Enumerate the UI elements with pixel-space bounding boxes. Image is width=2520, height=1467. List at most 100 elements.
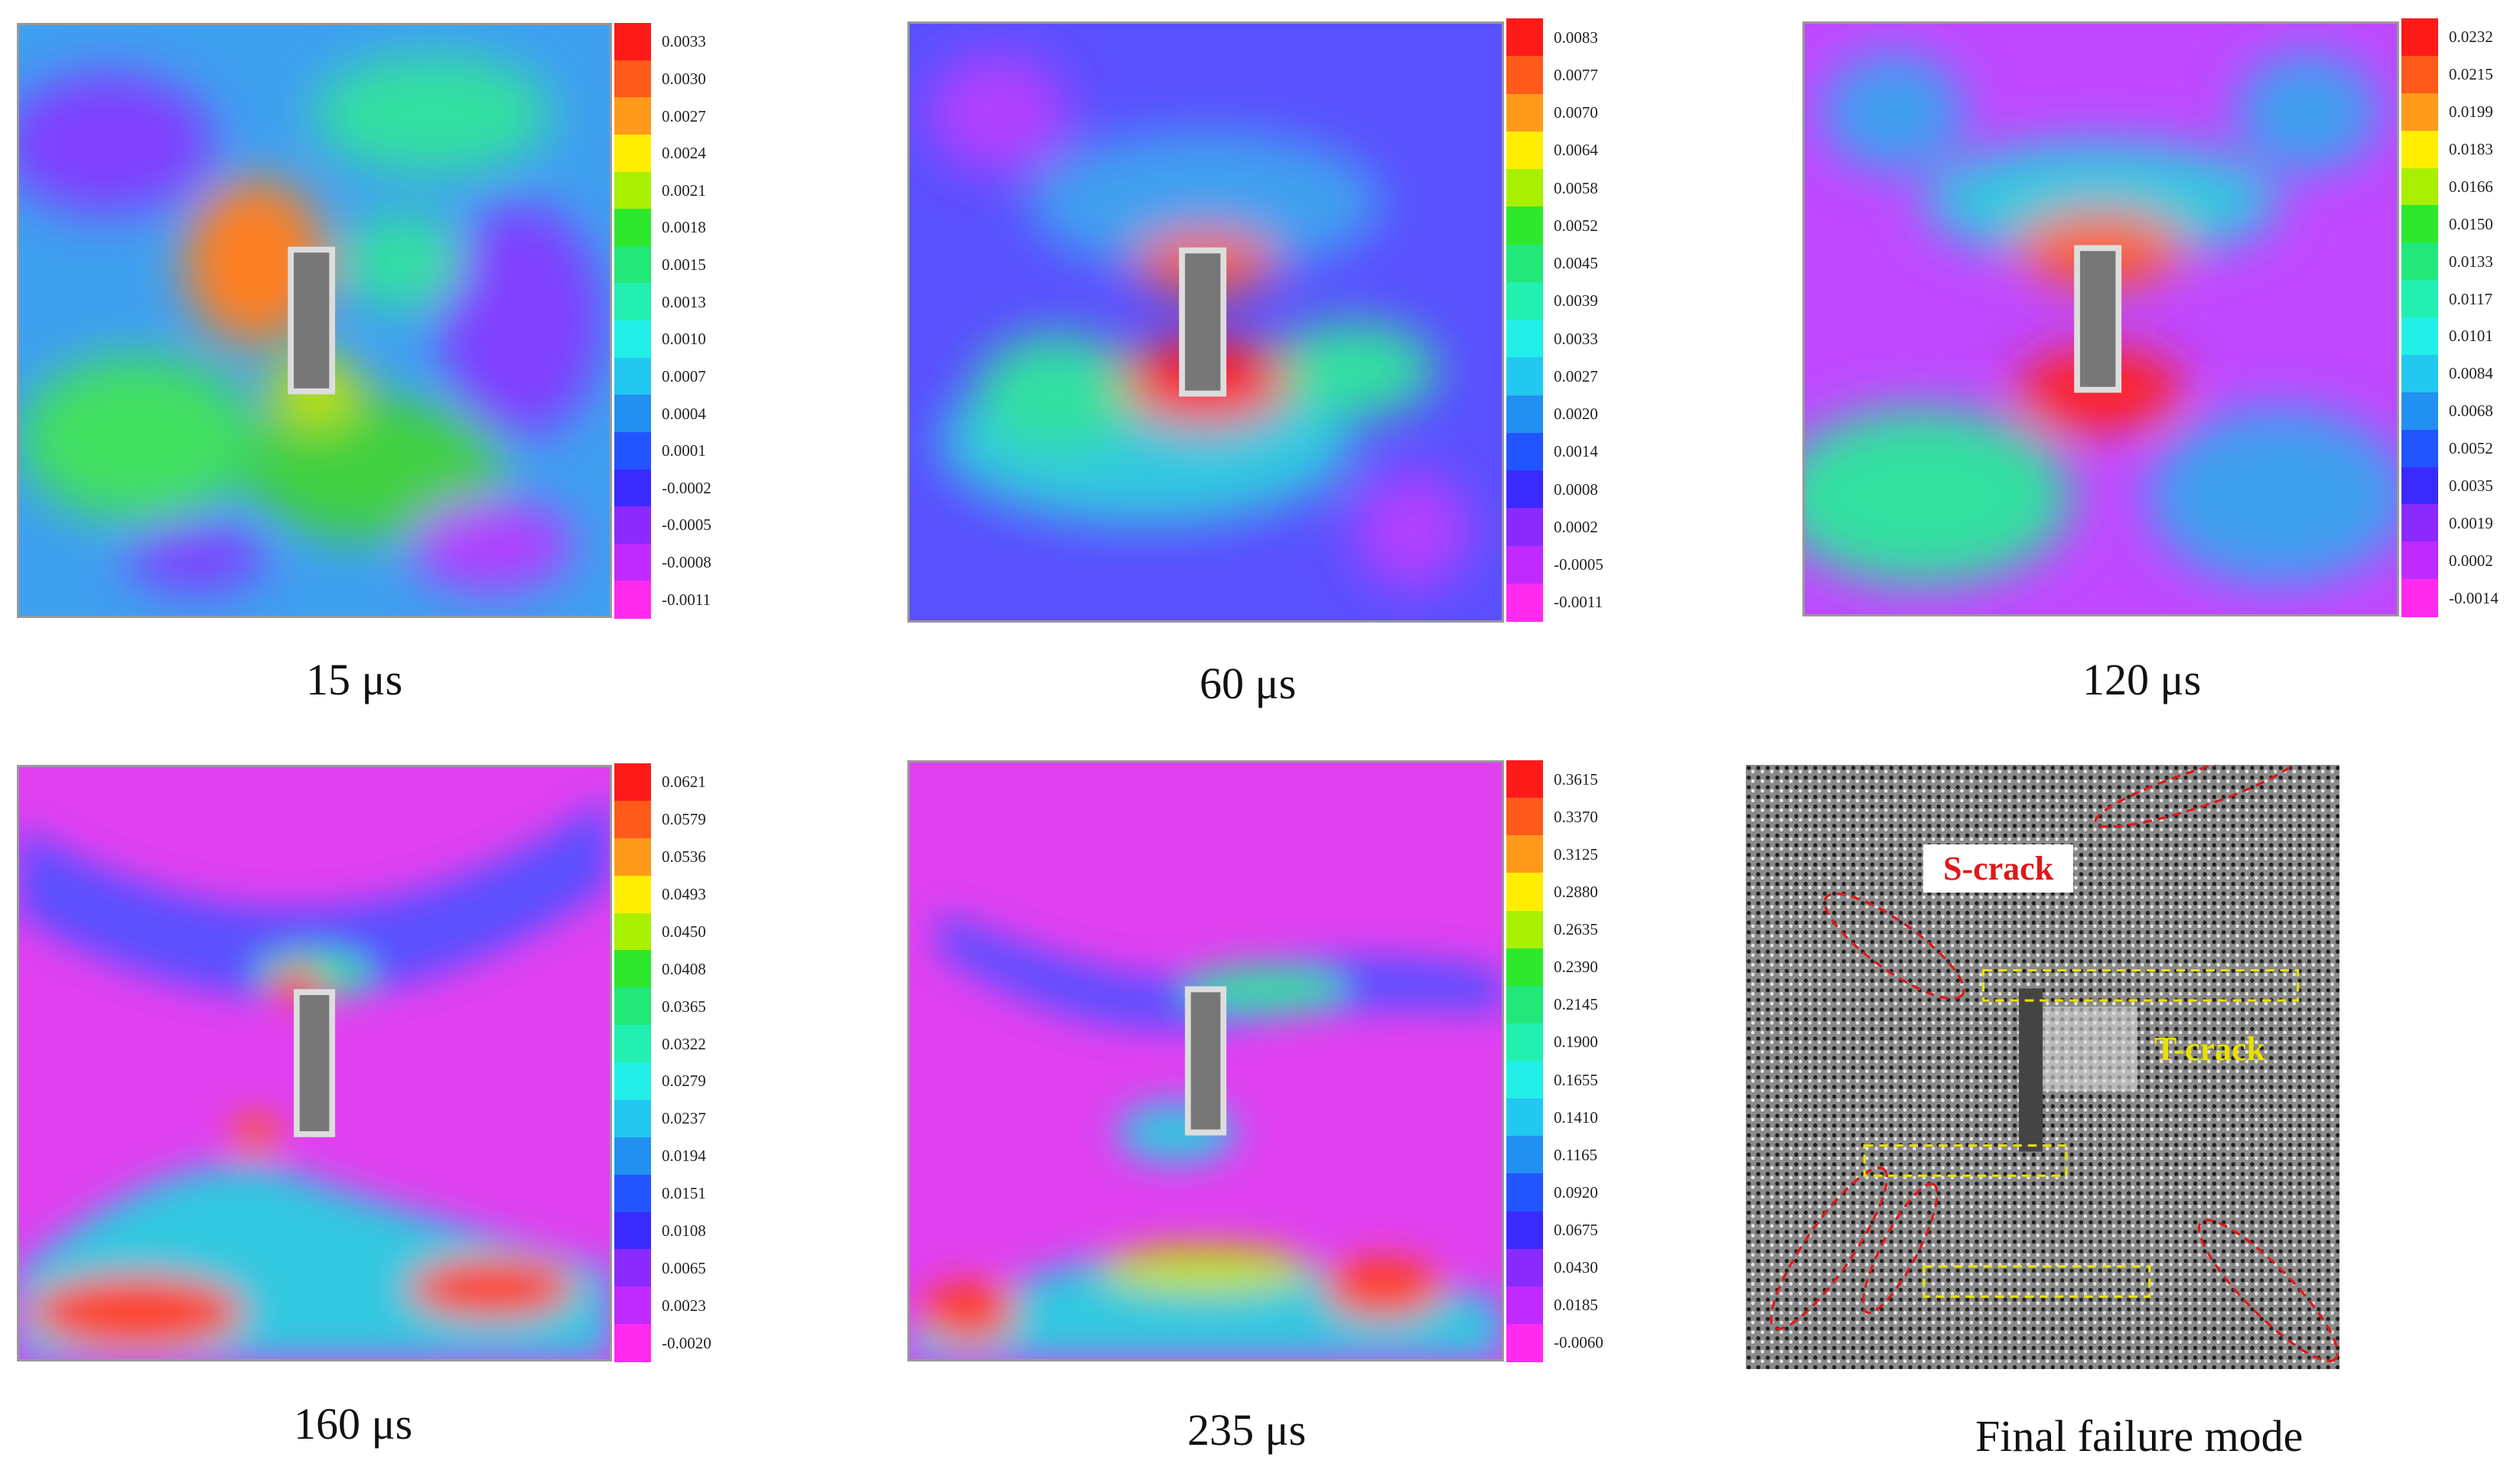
colorbar-tick-label: 0.0024	[662, 144, 706, 163]
strain-field-graphic	[19, 25, 610, 616]
colorbar-swatch	[614, 763, 651, 802]
colorbar-tick-label: 0.0052	[2449, 439, 2493, 458]
colorbar-tick-label: 0.0002	[1554, 517, 1598, 536]
colorbar-tick-label: 0.0021	[662, 181, 706, 200]
colorbar-swatch	[1506, 1248, 1543, 1287]
colorbar-swatch	[2401, 168, 2438, 207]
colorbar-tick-label: 0.0035	[2449, 476, 2493, 495]
strain-field-map	[17, 23, 612, 618]
colorbar-tick-label: 0.0279	[662, 1072, 706, 1091]
colorbar-swatch	[614, 1249, 651, 1288]
colorbar-swatch	[1506, 910, 1543, 949]
colorbar-swatch	[1506, 1173, 1543, 1212]
colorbar-tick-label: 0.3125	[1554, 844, 1598, 864]
colorbar-swatch	[2401, 354, 2438, 393]
colorbar-swatch	[1506, 320, 1543, 359]
colorbar-swatch	[2401, 542, 2438, 581]
colorbar-tick-label: 0.3370	[1554, 807, 1598, 826]
colorbar-swatch	[2401, 242, 2438, 281]
colorbar-swatch	[1506, 985, 1543, 1024]
colorbar-swatch	[1506, 244, 1543, 283]
time-caption: 15 μs	[306, 655, 403, 704]
colorbar-swatch	[1506, 207, 1543, 246]
colorbar-swatch	[1506, 1323, 1543, 1362]
colorbar-swatch	[2401, 205, 2438, 244]
colorbar-tick-label: 0.0068	[2449, 402, 2493, 421]
strain-field-map	[907, 760, 1504, 1361]
colorbar-tick-label: -0.0008	[662, 553, 711, 572]
strain-field-graphic	[1805, 24, 2397, 614]
colorbar-tick-label: 0.0001	[662, 441, 706, 460]
colorbar-swatch	[614, 60, 651, 99]
colorbar-swatch	[1506, 357, 1543, 396]
colorbar-tick-label: 0.0151	[662, 1184, 706, 1203]
colorbar-swatch	[614, 469, 651, 508]
colorbar-tick-label: 0.0058	[1554, 178, 1598, 197]
colorbar-tick-label: 0.0183	[2449, 140, 2493, 159]
colorbar-tick-label: -0.0005	[1554, 555, 1603, 574]
colorbar-tick-label: 0.0020	[1554, 405, 1598, 424]
colorbar-tick-label: 0.0430	[1554, 1258, 1598, 1277]
colorbar-swatch	[1506, 583, 1543, 622]
colorbar-tick-label: -0.0011	[662, 590, 711, 609]
colorbar-tick-label: 0.0019	[2449, 513, 2493, 532]
colorbar-swatch	[1506, 18, 1543, 57]
colorbar-tick-label: 0.0322	[662, 1034, 706, 1053]
colorbar-tick-label: 0.0064	[1554, 141, 1598, 160]
colorbar-swatch	[2401, 392, 2438, 431]
colorbar-tick-label: 0.0070	[1554, 103, 1598, 122]
colorbar-tick-label: 0.0007	[662, 366, 706, 385]
colorbar-tick-label: -0.0005	[662, 516, 711, 535]
colorbar-swatch	[1506, 93, 1543, 132]
colorbar-tick-label: 0.1165	[1554, 1145, 1597, 1164]
colorbar-tick-label: 0.0023	[662, 1296, 706, 1315]
time-caption: 235 μs	[1187, 1405, 1307, 1455]
colorbar: 0.0083 0.0077 0.0070 0.0064 0.0058 0.0052 0.00…	[1506, 18, 1603, 622]
colorbar-tick-label: 0.0920	[1554, 1182, 1598, 1202]
colorbar-tick-label: 0.0065	[662, 1258, 706, 1277]
colorbar-swatch	[614, 1025, 651, 1063]
colorbar-tick-label: -0.0060	[1554, 1333, 1603, 1352]
colorbar-swatch	[2401, 55, 2438, 94]
colorbar-swatch	[2401, 317, 2438, 356]
colorbar-swatch	[1506, 281, 1543, 320]
colorbar-tick-label: 0.0033	[662, 32, 706, 51]
colorbar-swatch	[1506, 1023, 1543, 1062]
colorbar-swatch	[1506, 1211, 1543, 1250]
strain-field-graphic	[19, 767, 610, 1359]
colorbar-tick-label: 0.0194	[662, 1147, 706, 1166]
colorbar-tick-label: 0.1655	[1554, 1070, 1598, 1089]
colorbar-tick-label: 0.0027	[1554, 366, 1598, 385]
s-crack-label: S-crack	[1923, 844, 2074, 893]
colorbar-tick-label: -0.0020	[662, 1333, 711, 1352]
colorbar-tick-label: 0.0015	[662, 255, 706, 275]
colorbar-swatch	[1506, 169, 1543, 208]
strain-field-map	[17, 765, 612, 1361]
colorbar-swatch	[614, 97, 651, 135]
colorbar-tick-label: -0.0002	[662, 478, 711, 497]
colorbar-tick-label: 0.1900	[1554, 1033, 1598, 1052]
colorbar-tick-label: 0.0133	[2449, 252, 2493, 271]
colorbar-tick-label: -0.0014	[2449, 588, 2499, 607]
colorbar-tick-label: 0.0450	[662, 922, 706, 941]
colorbar-tick-label: 0.0232	[2449, 28, 2493, 47]
colorbar-swatch	[614, 23, 651, 61]
colorbar-swatch	[1506, 760, 1543, 799]
colorbar: 0.0621 0.0579 0.0536 0.0493 0.0450 0.0408 0.03…	[614, 763, 711, 1362]
strain-field-map	[1802, 21, 2399, 616]
colorbar-tick-label: 0.0621	[662, 773, 706, 792]
colorbar-swatch	[1506, 873, 1543, 912]
colorbar-swatch	[1506, 470, 1543, 509]
colorbar-swatch	[614, 1099, 651, 1138]
time-caption: 120 μs	[2082, 655, 2202, 704]
colorbar-swatch	[1506, 835, 1543, 874]
colorbar-tick-label: 0.0493	[662, 885, 706, 904]
colorbar-swatch	[2401, 579, 2438, 617]
colorbar-tick-label: 0.0002	[2449, 551, 2493, 570]
strain-field-graphic	[910, 24, 1502, 620]
colorbar-swatch	[614, 875, 651, 914]
colorbar-tick-label: 0.3615	[1554, 769, 1598, 789]
colorbar-swatch	[1506, 1098, 1543, 1137]
colorbar-tick-label: 0.0675	[1554, 1221, 1598, 1240]
colorbar-tick-label: 0.0014	[1554, 442, 1598, 461]
